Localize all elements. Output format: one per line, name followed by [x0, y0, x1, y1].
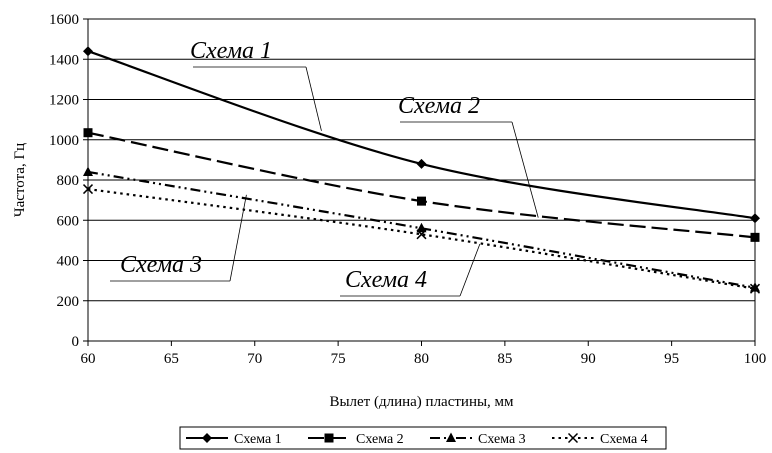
marker-series-4 [82, 184, 94, 195]
annotation-label-3: Схема 3 [120, 252, 202, 278]
series-markers [82, 46, 761, 294]
series-line-1 [87, 50, 756, 220]
legend-label-4: Схема 4 [600, 432, 648, 447]
marker-series-4 [416, 229, 427, 240]
marker-series-1 [750, 213, 760, 224]
gridlines [88, 58, 755, 302]
series-line-4 [87, 187, 756, 290]
legend-box [179, 426, 667, 450]
axis-ticks: 0 200 400 600 800 1000 1200 1400 1600 60 65 70 75 80 8… [49, 12, 766, 367]
legend-label-2: Схема 2 [356, 432, 404, 447]
marker-series-3 [750, 282, 760, 292]
legend-marker-4 [567, 432, 579, 444]
legend-marker-1 [202, 433, 212, 443]
annotation-leader [511, 121, 539, 218]
annotation-label-4: Схема 4 [345, 267, 427, 293]
marker-series-1 [416, 158, 427, 169]
annotation-label-1: Схема 1 [190, 38, 272, 64]
y-tick-label: 1200 [49, 93, 79, 109]
x-tick-label: 75 [331, 351, 346, 367]
y-tick-label: 600 [57, 213, 80, 229]
legend-marker-2 [324, 433, 334, 443]
y-tick-label: 200 [57, 294, 80, 310]
y-tick-label: 1000 [49, 133, 79, 149]
x-tick-label: 60 [81, 351, 96, 367]
annotation-leader [305, 66, 322, 131]
y-axis-title: Частота, Гц [12, 143, 28, 217]
marker-series-3 [416, 222, 427, 233]
x-axis-title: Вылет (длина) пластины, мм [329, 394, 514, 410]
x-tick-label: 85 [497, 351, 512, 367]
x-tick-label: 65 [164, 351, 179, 367]
y-tick-label: 400 [57, 254, 80, 270]
x-tick-label: 90 [581, 351, 596, 367]
legend: Схема 1 Схема 2 Схема 3 Схема 4 [179, 426, 667, 450]
legend-marker-3 [446, 432, 456, 442]
y-tick-label: 800 [57, 173, 80, 189]
annotation-leader [459, 243, 481, 297]
x-tick-label: 95 [664, 351, 679, 367]
x-tick-label: 70 [247, 351, 262, 367]
series-line-2 [87, 131, 756, 239]
x-tick-label: 100 [744, 351, 767, 367]
annotation-leader [229, 194, 247, 282]
marker-series-2 [750, 232, 760, 242]
marker-series-2 [417, 196, 426, 206]
legend-label-1: Схема 1 [234, 432, 282, 447]
marker-series-3 [83, 166, 93, 176]
annotation-label-2: Схема 2 [398, 93, 480, 119]
y-tick-label: 0 [72, 334, 80, 350]
y-tick-label: 1600 [49, 12, 79, 28]
legend-label-3: Схема 3 [478, 432, 526, 447]
marker-series-2 [83, 128, 93, 138]
y-tick-label: 1400 [49, 52, 79, 68]
marker-series-4 [749, 283, 761, 294]
marker-series-1 [83, 46, 93, 57]
annotations: Схема 1 Схема 2 Схема 3 Схема 4 [110, 38, 539, 297]
x-tick-label: 80 [414, 351, 429, 367]
